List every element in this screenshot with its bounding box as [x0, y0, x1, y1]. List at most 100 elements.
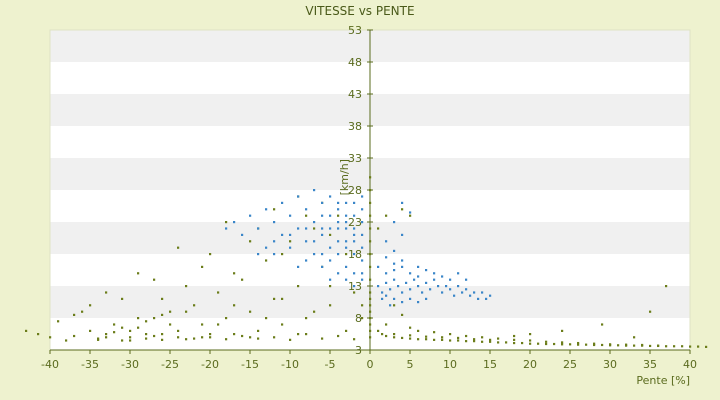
- data-point: [129, 339, 132, 342]
- data-point: [513, 341, 516, 345]
- data-point: [593, 343, 596, 347]
- x-tick-label: -5: [325, 358, 336, 371]
- data-point: [265, 246, 268, 249]
- data-point: [473, 340, 476, 343]
- data-point: [209, 336, 212, 339]
- data-point: [369, 297, 372, 300]
- data-point: [297, 227, 300, 230]
- data-point: [369, 304, 372, 307]
- data-point: [201, 336, 204, 339]
- data-point: [657, 344, 660, 347]
- data-point: [105, 336, 108, 339]
- data-point: [697, 345, 700, 348]
- data-point: [409, 211, 412, 214]
- data-point: [353, 201, 356, 204]
- data-point: [381, 333, 384, 336]
- y-tick-label: 33: [348, 152, 362, 165]
- data-point: [121, 339, 124, 342]
- data-point: [201, 265, 204, 268]
- x-tick-label: 20: [523, 358, 537, 371]
- data-point: [401, 259, 404, 262]
- chart-title: VITESSE vs PENTE: [305, 4, 414, 18]
- data-point: [273, 208, 276, 211]
- data-point: [429, 288, 432, 291]
- data-point: [405, 281, 408, 284]
- data-point: [65, 339, 68, 342]
- data-point: [345, 201, 348, 204]
- data-point: [425, 281, 428, 284]
- data-point: [521, 341, 524, 345]
- data-point: [385, 323, 388, 326]
- data-point: [401, 336, 404, 340]
- data-point: [361, 208, 364, 211]
- data-point: [361, 246, 364, 249]
- data-point: [417, 329, 420, 332]
- data-point: [377, 265, 380, 268]
- y-tick-label: 23: [348, 216, 362, 229]
- data-point: [393, 269, 396, 272]
- data-point: [193, 337, 196, 340]
- data-point: [89, 304, 92, 307]
- data-point: [529, 342, 532, 345]
- data-point: [97, 338, 100, 341]
- data-point: [561, 343, 564, 346]
- data-point: [345, 265, 348, 268]
- data-point: [305, 259, 308, 262]
- data-point: [513, 338, 516, 341]
- data-point: [369, 317, 372, 320]
- data-point: [369, 227, 372, 230]
- data-point: [337, 208, 340, 211]
- data-point: [433, 272, 436, 275]
- data-point: [201, 323, 204, 326]
- data-point: [477, 297, 480, 300]
- data-point: [425, 335, 428, 338]
- data-point: [361, 233, 364, 236]
- data-point: [385, 334, 388, 338]
- data-point: [265, 259, 268, 262]
- data-point: [361, 272, 364, 275]
- data-point: [313, 253, 316, 256]
- data-point: [241, 334, 244, 338]
- data-point: [209, 253, 212, 256]
- data-point: [409, 337, 412, 340]
- data-point: [233, 333, 236, 336]
- data-point: [385, 240, 388, 243]
- data-point: [121, 297, 124, 300]
- data-point: [465, 278, 468, 281]
- data-point: [413, 278, 416, 281]
- data-point: [281, 253, 284, 256]
- data-point: [361, 221, 364, 224]
- data-point: [137, 326, 140, 329]
- data-point: [113, 331, 116, 334]
- data-point: [417, 275, 420, 278]
- x-tick-label: 30: [603, 358, 617, 371]
- data-point: [369, 291, 372, 294]
- data-point: [409, 297, 412, 300]
- data-point: [313, 240, 316, 243]
- data-point: [393, 278, 396, 281]
- data-point: [397, 285, 400, 288]
- data-point: [289, 246, 292, 249]
- data-point: [617, 344, 620, 347]
- data-point: [305, 317, 308, 320]
- data-point: [289, 240, 292, 243]
- data-point: [585, 343, 588, 346]
- data-point: [321, 253, 324, 256]
- data-point: [241, 278, 244, 281]
- data-point: [177, 329, 180, 332]
- data-point: [281, 233, 284, 236]
- data-point: [449, 278, 452, 281]
- data-point: [145, 337, 148, 340]
- data-point: [369, 329, 372, 332]
- data-point: [385, 294, 388, 297]
- data-point: [441, 291, 444, 294]
- data-point: [649, 310, 652, 313]
- data-point: [217, 291, 220, 294]
- data-point: [321, 233, 324, 236]
- data-point: [97, 337, 100, 340]
- data-point: [393, 221, 396, 224]
- data-point: [321, 201, 324, 204]
- data-point: [401, 233, 404, 236]
